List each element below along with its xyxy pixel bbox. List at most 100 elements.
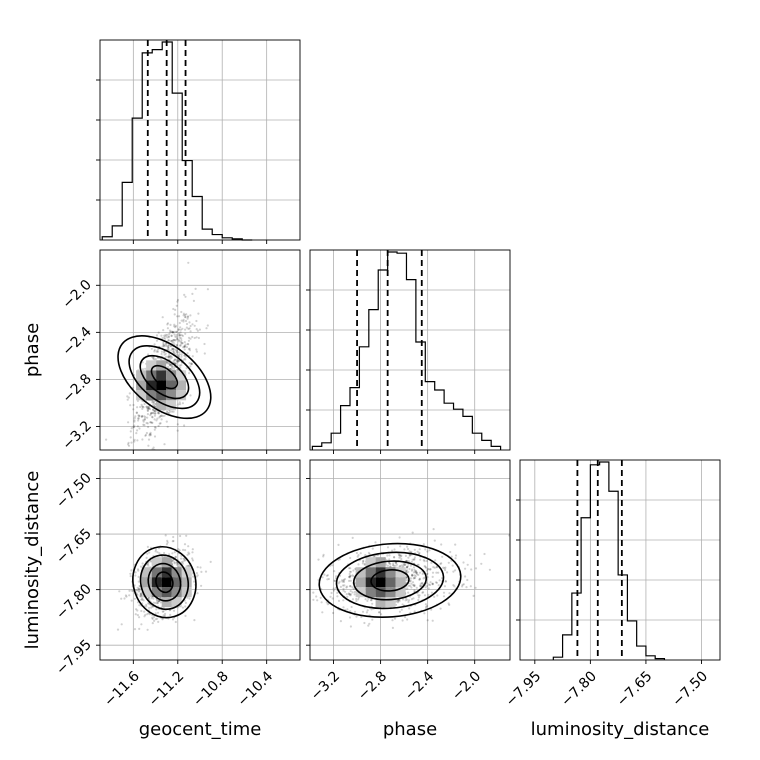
sample-point xyxy=(195,350,198,353)
sample-point xyxy=(171,368,174,371)
sample-point xyxy=(141,405,144,408)
marginal-panel-phase xyxy=(306,249,511,454)
histogram-geocent_time xyxy=(101,41,253,241)
density-cell xyxy=(156,400,167,411)
sample-point xyxy=(418,571,422,574)
sample-point xyxy=(348,567,351,570)
sample-point xyxy=(315,595,318,598)
sample-point xyxy=(365,611,368,614)
sample-point xyxy=(401,598,405,601)
sample-point xyxy=(184,358,187,361)
sample-point xyxy=(370,608,373,611)
sample-point xyxy=(166,327,169,330)
sample-point xyxy=(143,415,146,418)
sample-point xyxy=(336,591,339,595)
sample-point xyxy=(171,331,175,334)
sample-point xyxy=(333,579,336,582)
sample-point xyxy=(426,568,429,571)
sample-point xyxy=(185,346,188,349)
sample-point xyxy=(359,552,362,555)
sample-point xyxy=(411,568,414,571)
sample-point xyxy=(366,609,369,612)
density-cell xyxy=(156,390,167,401)
sample-point xyxy=(182,314,185,317)
sample-point xyxy=(444,568,447,572)
sample-point xyxy=(407,560,410,563)
sample-point xyxy=(322,553,325,557)
sample-point xyxy=(144,367,147,370)
sample-point xyxy=(347,592,350,595)
sample-point xyxy=(187,327,190,330)
sample-point xyxy=(178,364,181,367)
sample-point xyxy=(163,443,166,446)
sample-point xyxy=(417,573,420,577)
sample-point xyxy=(338,580,341,584)
sample-point xyxy=(391,619,394,622)
sample-point xyxy=(184,601,187,605)
sample-point xyxy=(161,618,164,621)
sample-point xyxy=(430,591,433,594)
sample-point xyxy=(135,432,138,435)
sample-point xyxy=(433,539,436,542)
sample-point xyxy=(430,608,433,611)
sample-point xyxy=(183,345,186,349)
sample-point xyxy=(413,568,416,572)
sample-point xyxy=(398,536,401,539)
sample-point xyxy=(140,415,143,418)
sample-point xyxy=(410,560,413,563)
sample-point xyxy=(326,574,329,577)
sample-point xyxy=(161,337,164,340)
sample-point xyxy=(161,415,164,418)
sample-point xyxy=(167,347,170,350)
sample-point xyxy=(326,578,329,581)
sample-point xyxy=(142,420,145,423)
sample-point xyxy=(356,555,359,558)
sample-point xyxy=(339,620,342,623)
sample-point xyxy=(129,575,132,578)
sample-point xyxy=(448,592,451,595)
sample-point xyxy=(183,293,186,296)
sample-point xyxy=(367,551,370,555)
sample-point xyxy=(150,412,153,415)
sample-point xyxy=(392,564,395,567)
histogram-luminosity_distance xyxy=(552,461,666,660)
sample-point xyxy=(181,341,184,344)
sample-point xyxy=(152,408,155,411)
sample-point xyxy=(464,567,467,570)
sample-point xyxy=(166,362,170,365)
sample-point xyxy=(410,574,414,577)
panel-frame xyxy=(519,459,721,661)
sample-point xyxy=(321,611,324,614)
sample-point xyxy=(150,411,153,415)
sample-point xyxy=(149,421,152,424)
sample-point xyxy=(404,563,407,567)
panel-frame xyxy=(99,459,301,661)
sample-point xyxy=(130,589,133,592)
sample-point xyxy=(139,593,143,596)
sample-point xyxy=(398,565,401,568)
sample-point xyxy=(429,568,432,571)
sample-point xyxy=(182,320,185,323)
sample-point xyxy=(453,585,456,588)
sample-point xyxy=(167,412,170,415)
sample-point xyxy=(353,593,356,596)
density-cell xyxy=(365,587,376,598)
sample-point xyxy=(141,507,143,509)
density-cell xyxy=(181,577,192,588)
sample-point xyxy=(126,398,129,401)
sample-point xyxy=(176,338,179,341)
sample-point xyxy=(415,571,418,574)
sample-point xyxy=(349,625,352,628)
sample-point xyxy=(398,610,401,613)
sample-point xyxy=(129,436,132,439)
sample-point xyxy=(454,569,457,572)
sample-point xyxy=(139,592,142,595)
sample-point xyxy=(137,569,140,572)
sample-point xyxy=(186,564,189,567)
sample-point xyxy=(429,568,432,571)
x-tick-label: −7.80 xyxy=(558,668,600,710)
sample-point xyxy=(414,575,417,578)
sample-point xyxy=(446,571,449,574)
sample-point xyxy=(155,334,159,337)
sample-point xyxy=(452,570,455,573)
